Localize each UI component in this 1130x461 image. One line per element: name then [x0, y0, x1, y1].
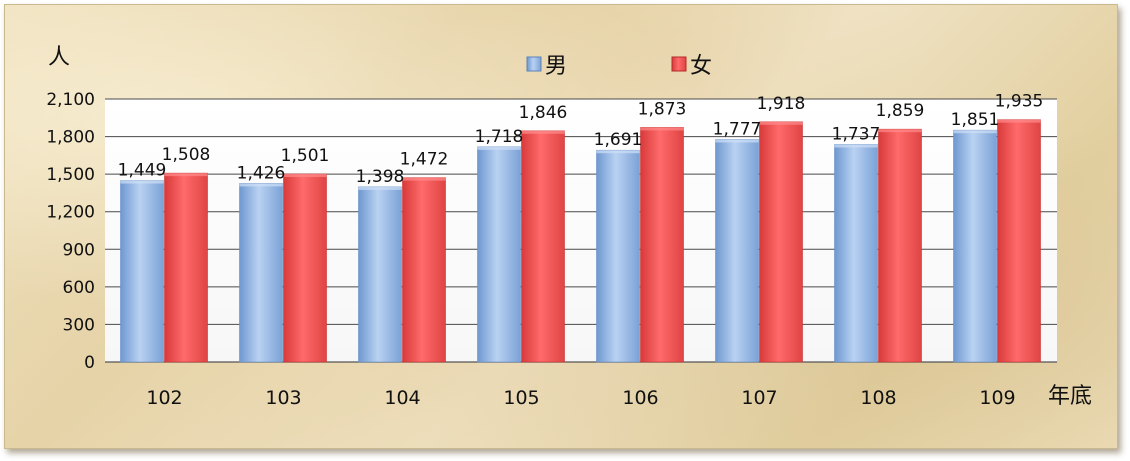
data-label-male: 1,691 — [594, 130, 643, 150]
data-label-male: 1,449 — [118, 161, 167, 181]
bar-female — [521, 130, 565, 363]
bars — [120, 119, 1041, 363]
legend: 男 女 — [526, 54, 712, 79]
bar-female — [997, 119, 1041, 363]
data-label-female: 1,472 — [400, 150, 449, 170]
bar-female — [402, 177, 446, 363]
bar-cap — [402, 177, 446, 181]
data-label-male: 1,851 — [951, 110, 1000, 130]
data-label-female: 1,918 — [757, 94, 806, 114]
x-tick-label: 105 — [503, 387, 539, 409]
data-label-male: 1,737 — [832, 124, 881, 144]
y-axis-unit: 人 — [48, 45, 70, 70]
bar-male — [239, 183, 283, 363]
bar-female — [759, 121, 803, 363]
legend-label-female: 女 — [690, 54, 712, 79]
data-label-female: 1,859 — [876, 101, 925, 121]
y-tick-label: 1,200 — [46, 203, 95, 223]
bar-cap — [759, 121, 803, 125]
bar-cap — [953, 130, 997, 134]
bar-female — [283, 173, 327, 363]
bar-cap — [120, 180, 164, 184]
data-label-female: 1,873 — [638, 99, 687, 119]
x-tick-label: 104 — [384, 387, 420, 409]
y-tick-label: 600 — [63, 278, 95, 298]
data-label-female: 1,846 — [519, 103, 568, 123]
data-label-female: 1,935 — [995, 92, 1044, 112]
bar-male — [120, 180, 164, 363]
bar-female — [164, 172, 208, 363]
x-tick-label: 108 — [860, 387, 896, 409]
data-label-female: 1,501 — [281, 146, 330, 166]
bar-cap — [834, 144, 878, 148]
y-axis-ticks: 0 300 600 900 1,200 1,500 1,800 2,100 — [46, 90, 95, 373]
y-tick-label: 900 — [63, 240, 95, 260]
x-tick-label: 103 — [265, 387, 301, 409]
bar-male — [596, 149, 640, 363]
bar-female — [878, 128, 922, 363]
y-tick-label: 2,100 — [46, 90, 95, 110]
x-tick-label: 107 — [741, 387, 777, 409]
data-label-male: 1,718 — [475, 127, 524, 147]
y-tick-label: 300 — [63, 315, 95, 335]
bar-cap — [715, 139, 759, 143]
x-tick-label: 106 — [622, 387, 658, 409]
x-tick-label: 102 — [146, 387, 182, 409]
bar-cap — [164, 173, 208, 177]
bar-male — [715, 139, 759, 363]
y-tick-label: 1,500 — [46, 165, 95, 185]
x-tick-label: 109 — [979, 387, 1015, 409]
legend-label-male: 男 — [545, 54, 567, 79]
y-tick-label: 0 — [84, 353, 95, 373]
bar-cap — [358, 186, 402, 190]
bar-cap — [640, 127, 684, 131]
bar-cap — [596, 150, 640, 154]
bar-male — [358, 186, 402, 363]
data-label-female: 1,508 — [162, 145, 211, 165]
bar-cap — [283, 174, 327, 178]
x-axis-ticks: 102 103 104 105 106 107 108 109 — [146, 387, 1015, 409]
y-tick-label: 1,800 — [46, 128, 95, 148]
legend-swatch-male — [526, 56, 542, 72]
legend-swatch-female — [671, 56, 687, 72]
data-label-male: 1,777 — [713, 119, 762, 139]
bar-male — [477, 146, 521, 363]
bar-cap — [521, 130, 565, 134]
x-axis-unit: 年底 — [1048, 384, 1092, 409]
bar-male — [953, 129, 997, 363]
bar-male — [834, 144, 878, 363]
bar-cap — [997, 119, 1041, 123]
data-label-male: 1,398 — [356, 167, 405, 187]
bar-cap — [239, 183, 283, 187]
data-label-male: 1,426 — [237, 163, 286, 183]
bar-cap — [878, 129, 922, 133]
bar-cap — [477, 146, 521, 150]
bar-female — [640, 127, 684, 363]
